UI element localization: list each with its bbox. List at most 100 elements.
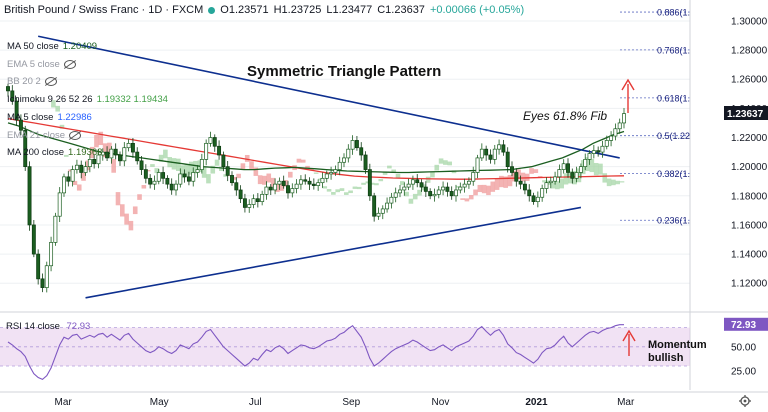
indicator-label: MA 200 close xyxy=(7,147,65,159)
cloud-segment xyxy=(158,154,164,162)
indicator-row[interactable]: BB 20 2 xyxy=(7,76,57,87)
candle-body xyxy=(83,166,88,173)
cloud-segment xyxy=(365,181,371,184)
trendline-lower xyxy=(85,206,582,299)
cloud-segment xyxy=(219,166,224,171)
candle-body xyxy=(49,242,54,267)
cloud-segment xyxy=(115,192,121,206)
cloud-segment xyxy=(266,173,272,183)
candle-body xyxy=(445,186,450,192)
cloud-segment xyxy=(572,171,577,185)
cloud-segment xyxy=(378,179,384,182)
cloud-segment xyxy=(486,185,491,196)
rsi-value-badge xyxy=(724,317,768,331)
candle-body xyxy=(135,151,140,162)
cloud-segment xyxy=(313,172,319,174)
candle-body xyxy=(79,164,84,173)
cloud-segment xyxy=(494,178,500,190)
cloud-segment xyxy=(352,186,358,189)
candle-body xyxy=(27,166,32,226)
candle-body xyxy=(320,177,325,184)
eye-crossed-icon[interactable] xyxy=(69,130,82,140)
candle-body xyxy=(57,192,62,217)
cloud-segment xyxy=(421,184,427,191)
candle-body xyxy=(574,172,579,179)
cloud-segment xyxy=(249,161,254,169)
cloud-segment xyxy=(555,181,560,190)
price-tick-label: 1.20000 xyxy=(731,162,768,173)
cloud-segment xyxy=(89,146,95,159)
candle-body xyxy=(458,186,463,191)
cloud-segment xyxy=(76,184,82,191)
candle-body xyxy=(604,140,609,147)
ohlc-high: H1.23725 xyxy=(273,4,322,16)
cloud-segment xyxy=(576,168,582,183)
candle-body xyxy=(514,172,519,182)
cloud-segment xyxy=(227,174,233,177)
cloud-segment xyxy=(464,198,470,202)
cloud-segment xyxy=(611,179,616,186)
cloud-segment xyxy=(206,174,211,184)
candle-body xyxy=(613,128,618,137)
indicator-row[interactable]: Ichimoku 9 26 52 26 1.19332 1.19434 xyxy=(7,94,168,105)
indicator-row[interactable]: MA 200 close 1.19368 xyxy=(7,147,102,158)
indicator-row[interactable]: EMA 21 close xyxy=(7,129,82,141)
candle-body xyxy=(92,159,97,165)
eye-crossed-icon[interactable] xyxy=(44,77,57,87)
cloud-segment xyxy=(81,172,86,181)
candle-body xyxy=(165,177,170,185)
cloud-segment xyxy=(201,167,207,178)
cloud-segment xyxy=(240,163,246,170)
indicator-label: Ichimoku 9 26 52 26 xyxy=(7,94,93,106)
candle-body xyxy=(139,160,144,170)
candle-body xyxy=(510,166,514,173)
candle-body xyxy=(62,176,66,194)
candle-body xyxy=(329,172,334,175)
candle-body xyxy=(277,180,282,185)
price-tick-label: 1.14000 xyxy=(731,250,768,261)
cloud-segment xyxy=(163,149,168,159)
fib-label: 0.886(1.30608) xyxy=(657,8,718,18)
candle-body xyxy=(527,189,532,197)
candle-body xyxy=(544,182,549,189)
candle-body xyxy=(497,144,502,150)
cloud-segment xyxy=(460,198,465,200)
price-tick-label: 1.30000 xyxy=(731,16,768,27)
indicator-label: EMA 21 close xyxy=(7,129,66,141)
cloud-segment xyxy=(145,170,151,172)
cloud-segment xyxy=(434,164,440,171)
candle-body xyxy=(436,189,441,195)
candle-body xyxy=(255,198,260,202)
indicator-row[interactable]: EMA 5 close xyxy=(7,59,76,70)
time-tick-label: May xyxy=(150,397,169,408)
eye-crossed-icon[interactable] xyxy=(63,59,76,69)
candle-body xyxy=(428,191,433,197)
candle-body xyxy=(31,224,36,255)
gear-icon[interactable] xyxy=(739,395,751,407)
cloud-segment xyxy=(51,100,56,108)
candle-body xyxy=(398,189,402,194)
candle-body xyxy=(273,183,278,191)
cloud-segment xyxy=(404,191,409,197)
indicator-value: 1.19368 xyxy=(68,147,103,159)
cloud-segment xyxy=(447,161,452,166)
candle-body xyxy=(432,193,437,197)
candle-body xyxy=(311,183,316,186)
cloud-segment xyxy=(550,182,556,189)
indicator-row[interactable]: MA 5 close 1.22986 xyxy=(7,112,92,123)
candle-body xyxy=(380,208,385,214)
ohlc-close: C1.23637 xyxy=(377,4,425,16)
candle-body xyxy=(303,179,308,182)
cloud-segment xyxy=(430,171,435,178)
rsi-legend: RSI 14 close 72.93 xyxy=(6,321,90,332)
indicator-value: 1.22986 xyxy=(57,111,92,123)
indicator-row[interactable]: MA 50 close 1.20409 xyxy=(7,41,97,52)
fib-label: 0.618(1.24719) xyxy=(657,93,718,103)
candle-body xyxy=(479,148,484,159)
candle-body xyxy=(294,183,299,189)
candle-body xyxy=(406,183,411,188)
candle-body xyxy=(522,183,527,191)
symbol-title[interactable]: British Pound / Swiss Franc · 1D · FXCM xyxy=(4,4,204,16)
indicator-label: EMA 5 close xyxy=(7,58,60,70)
candle-body xyxy=(178,173,183,185)
